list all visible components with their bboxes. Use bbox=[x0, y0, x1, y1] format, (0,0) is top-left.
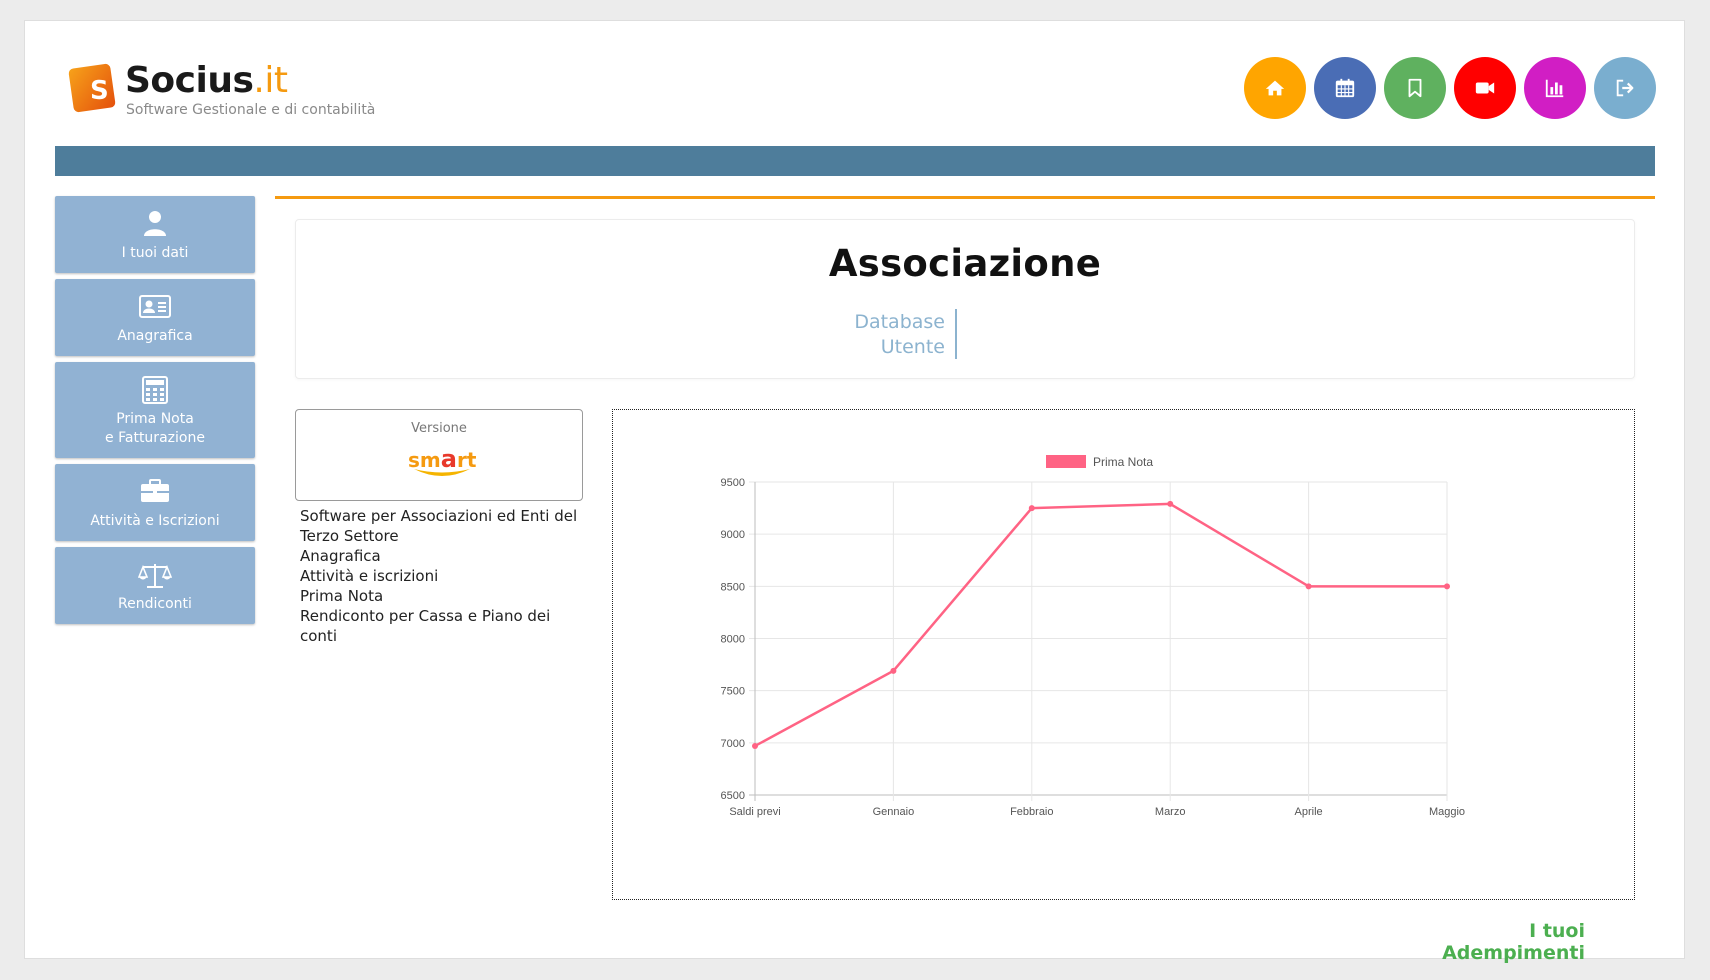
home-icon bbox=[1265, 80, 1285, 96]
sidebar-item-anagrafica[interactable]: Anagrafica bbox=[55, 279, 255, 356]
bookmark-icon bbox=[1408, 78, 1422, 98]
y-tick-label: 8000 bbox=[721, 634, 745, 646]
brand-name: Socius.it bbox=[125, 60, 288, 101]
y-tick-label: 6500 bbox=[721, 790, 745, 802]
version-label: Versione bbox=[411, 421, 467, 436]
calendar-icon bbox=[1335, 78, 1355, 98]
data-point bbox=[1167, 500, 1174, 507]
smart-logo: smart bbox=[408, 445, 477, 476]
data-point bbox=[1305, 583, 1312, 590]
x-tick-label: Maggio bbox=[1429, 806, 1465, 818]
x-tick-label: Gennaio bbox=[873, 806, 915, 818]
adempimenti-link[interactable]: I tuoi Adempimenti bbox=[1442, 920, 1585, 964]
page-frame bbox=[24, 20, 1685, 959]
legend-swatch bbox=[1046, 455, 1086, 468]
smart-swoosh-icon bbox=[414, 469, 470, 476]
series-line bbox=[754, 502, 1447, 748]
sidebar-item-label: Prima Nota e Fatturazione bbox=[105, 411, 205, 446]
logo-letter: S bbox=[90, 76, 109, 106]
video-camera-icon bbox=[1475, 82, 1495, 94]
y-tick-label: 9500 bbox=[721, 477, 745, 489]
logout-button[interactable] bbox=[1594, 57, 1656, 119]
page-title: Associazione bbox=[828, 242, 1102, 285]
briefcase-icon bbox=[141, 479, 169, 502]
data-point bbox=[1444, 583, 1450, 590]
sidebar-item-i-tuoi-dati[interactable]: I tuoi dati bbox=[55, 196, 255, 273]
brand-tld: .it bbox=[253, 60, 288, 101]
data-point bbox=[890, 667, 897, 674]
y-tick-label: 9000 bbox=[721, 529, 745, 541]
sidebar-item-label: Attività e Iscrizioni bbox=[90, 513, 220, 529]
database-separator bbox=[955, 309, 957, 359]
title-card: Associazione Database Utente bbox=[295, 219, 1635, 379]
sidebar-item-attivita[interactable]: Attività e Iscrizioni bbox=[55, 464, 255, 541]
x-tick-label: Aprile bbox=[1295, 806, 1323, 818]
home-button[interactable] bbox=[1244, 57, 1306, 119]
smart-logo-text-1: sm bbox=[408, 448, 441, 472]
sidebar-item-prima-nota[interactable]: Prima Nota e Fatturazione bbox=[55, 362, 255, 458]
smart-logo-text-2: a bbox=[440, 445, 457, 473]
y-tick-label: 8500 bbox=[721, 581, 745, 593]
feature-item: Software per Associazioni ed Enti del Te… bbox=[300, 507, 578, 545]
brand-name-main: Socius bbox=[125, 60, 254, 101]
brand-tagline: Software Gestionale e di contabilità bbox=[126, 102, 376, 118]
balance-scale-icon bbox=[138, 564, 172, 588]
accent-line bbox=[275, 196, 1655, 199]
sidebar-item-label: Rendiconti bbox=[118, 596, 192, 612]
prima-nota-chart: 6500 7000 7500 8000 8500 9000 9500 Saldi previ G… bbox=[721, 455, 1465, 818]
x-tick-label: Saldi previ bbox=[729, 806, 780, 818]
data-point bbox=[752, 742, 758, 749]
sidebar-item-label: I tuoi dati bbox=[121, 245, 189, 261]
calculator-icon bbox=[142, 376, 168, 404]
x-tick-label: Marzo bbox=[1155, 806, 1186, 818]
feature-item: Rendiconto per Cassa e Piano dei conti bbox=[300, 607, 551, 645]
smart-logo-text-3: rt bbox=[456, 448, 477, 472]
data-point bbox=[1028, 505, 1035, 512]
bookmark-button[interactable] bbox=[1384, 57, 1446, 119]
calendar-button[interactable] bbox=[1314, 57, 1376, 119]
features-list: Software per Associazioni ed Enti del Te… bbox=[300, 506, 580, 646]
feature-item: Prima Nota bbox=[300, 587, 384, 605]
database-label-line-2: Utente bbox=[880, 336, 945, 358]
user-icon bbox=[144, 211, 166, 236]
bar-chart-icon bbox=[1545, 79, 1564, 98]
sidebar-item-rendiconti[interactable]: Rendiconti bbox=[55, 547, 255, 624]
id-card-icon bbox=[139, 295, 171, 318]
database-label: Database Utente bbox=[296, 310, 945, 360]
feature-item: Anagrafica bbox=[300, 547, 381, 565]
statistics-button[interactable] bbox=[1524, 57, 1586, 119]
version-box: Versione smart bbox=[295, 409, 583, 501]
video-button[interactable] bbox=[1454, 57, 1516, 119]
feature-item: Attività e iscrizioni bbox=[300, 567, 439, 585]
x-tick-label: Febbraio bbox=[1010, 806, 1053, 818]
legend-label: Prima Nota bbox=[1093, 455, 1153, 469]
chart-container: 6500 7000 7500 8000 8500 9000 9500 Saldi previ G… bbox=[612, 409, 1635, 900]
logout-icon bbox=[1616, 79, 1634, 97]
header-bar bbox=[55, 146, 1655, 176]
database-label-line-1: Database bbox=[854, 311, 945, 333]
sidebar-item-label: Anagrafica bbox=[117, 328, 193, 344]
socius-logo[interactable]: S Socius.it Software Gestionale e di con… bbox=[68, 60, 398, 126]
socius-logo-icon bbox=[68, 63, 116, 113]
y-tick-label: 7500 bbox=[721, 686, 745, 698]
y-tick-label: 7000 bbox=[721, 738, 745, 750]
